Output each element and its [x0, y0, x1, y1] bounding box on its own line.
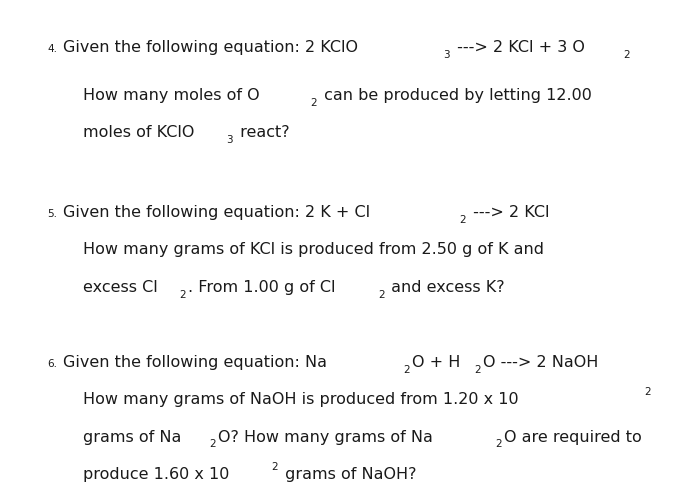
Text: 2: 2 — [209, 440, 216, 450]
Text: O ---> 2 NaOH: O ---> 2 NaOH — [483, 355, 598, 370]
Text: Given the following equation: Na: Given the following equation: Na — [63, 355, 327, 370]
Text: grams of Na: grams of Na — [83, 430, 181, 445]
Text: . From 1.00 g of Cl: . From 1.00 g of Cl — [188, 280, 335, 295]
Text: ---> 2 KCl: ---> 2 KCl — [468, 205, 550, 220]
Text: Given the following equation: 2 KClO: Given the following equation: 2 KClO — [63, 40, 358, 55]
Text: 2: 2 — [496, 440, 502, 450]
Text: ---> 2 KCl + 3 O: ---> 2 KCl + 3 O — [452, 40, 585, 55]
Text: How many moles of O: How many moles of O — [83, 88, 259, 103]
Text: 2: 2 — [404, 365, 410, 375]
Text: O + H: O + H — [412, 355, 461, 370]
Text: 6.: 6. — [48, 359, 57, 369]
Text: 5.: 5. — [48, 209, 57, 219]
Text: moles of KClO: moles of KClO — [83, 125, 194, 140]
Text: react?: react? — [235, 125, 290, 140]
Text: How many grams of KCl is produced from 2.50 g of K and: How many grams of KCl is produced from 2… — [83, 243, 544, 257]
Text: 2: 2 — [645, 387, 651, 397]
Text: produce 1.60 x 10: produce 1.60 x 10 — [83, 467, 229, 482]
Text: 2: 2 — [459, 215, 466, 225]
Text: 2: 2 — [475, 365, 481, 375]
Text: 2: 2 — [272, 462, 278, 472]
Text: 2: 2 — [624, 50, 630, 60]
Text: O? How many grams of Na: O? How many grams of Na — [218, 430, 433, 445]
Text: and excess K?: and excess K? — [386, 280, 505, 295]
Text: 3: 3 — [444, 50, 450, 60]
Text: 3: 3 — [226, 135, 233, 145]
Text: grams of NaOH?: grams of NaOH? — [280, 467, 416, 482]
Text: How many grams of NaOH is produced from 1.20 x 10: How many grams of NaOH is produced from … — [83, 392, 518, 407]
Text: Given the following equation: 2 K + Cl: Given the following equation: 2 K + Cl — [63, 205, 370, 220]
Text: can be produced by letting 12.00: can be produced by letting 12.00 — [319, 88, 592, 103]
Text: 2: 2 — [311, 98, 317, 108]
Text: O are required to: O are required to — [504, 430, 642, 445]
Text: 2: 2 — [179, 290, 186, 300]
Text: excess Cl: excess Cl — [83, 280, 158, 295]
Text: 2: 2 — [378, 290, 384, 300]
Text: 4.: 4. — [48, 44, 57, 54]
